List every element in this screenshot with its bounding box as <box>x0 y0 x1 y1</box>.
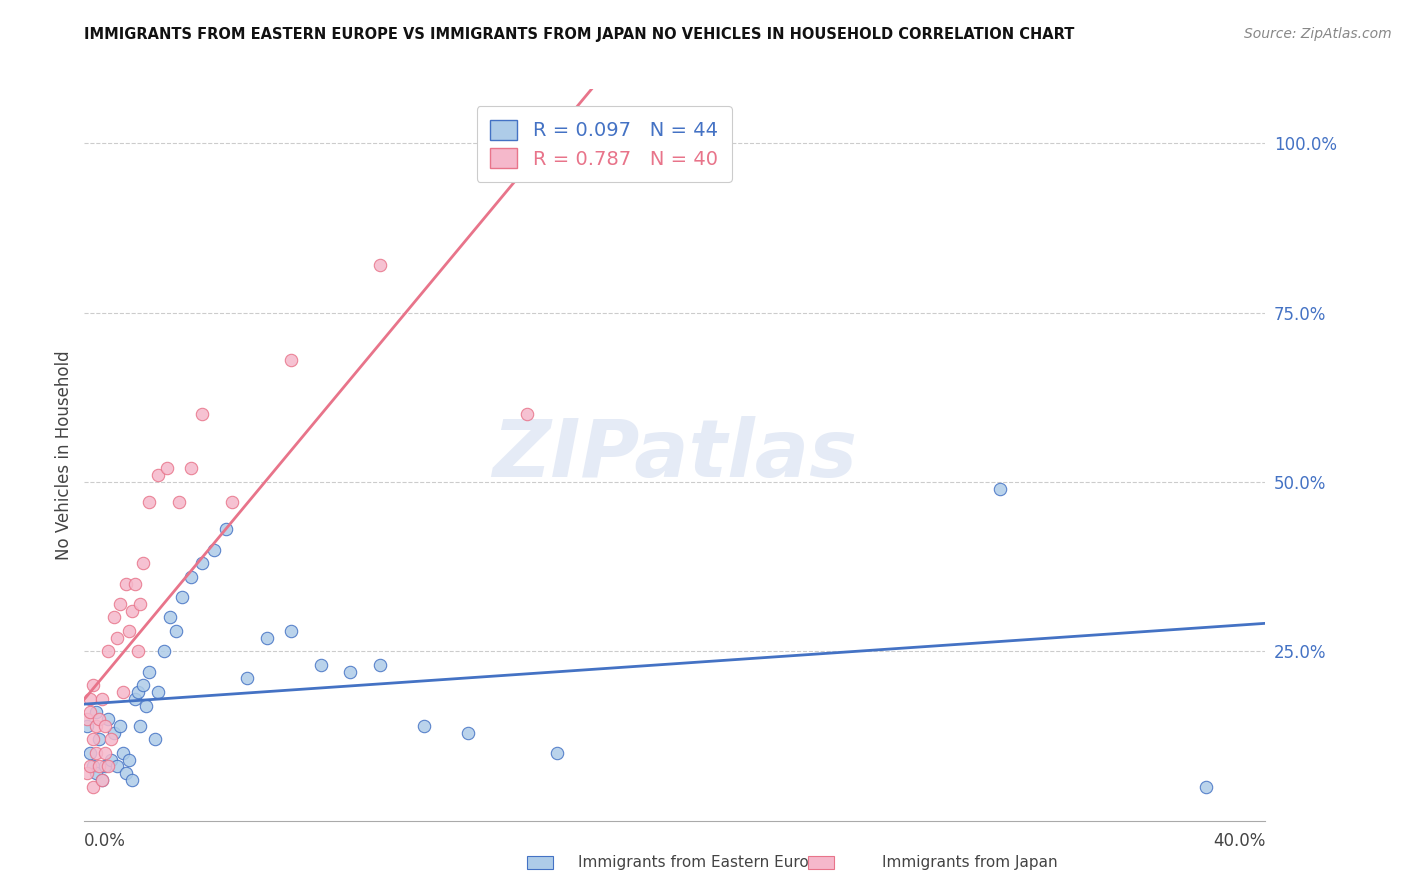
Point <box>108 719 131 733</box>
Point <box>180 570 202 584</box>
Point <box>127 685 149 699</box>
Text: Source: ZipAtlas.com: Source: ZipAtlas.com <box>1244 27 1392 41</box>
Text: ZIPatlas: ZIPatlas <box>492 416 858 494</box>
Point <box>84 766 107 780</box>
Point <box>165 624 187 638</box>
Point <box>124 691 146 706</box>
Point <box>91 691 114 706</box>
Text: 0.0%: 0.0% <box>84 831 127 849</box>
Point <box>280 353 302 368</box>
Point <box>143 732 166 747</box>
Point <box>108 597 131 611</box>
Point <box>129 597 152 611</box>
Point <box>148 685 170 699</box>
Point <box>76 719 98 733</box>
Point <box>191 556 214 570</box>
Point <box>84 746 107 760</box>
Point <box>413 719 436 733</box>
Point <box>114 766 136 780</box>
Point <box>105 759 128 773</box>
Point <box>159 610 181 624</box>
Point <box>138 665 160 679</box>
Legend: R = 0.097   N = 44, R = 0.787   N = 40: R = 0.097 N = 44, R = 0.787 N = 40 <box>477 106 731 182</box>
Point <box>280 624 302 638</box>
Point <box>309 657 332 672</box>
Point <box>100 732 122 747</box>
Point <box>84 719 107 733</box>
Point <box>153 644 176 658</box>
Point <box>82 678 104 692</box>
Point <box>76 712 98 726</box>
Point <box>132 678 155 692</box>
Point <box>138 495 160 509</box>
Point <box>100 753 122 767</box>
Point <box>79 691 101 706</box>
Point <box>91 772 114 787</box>
Point <box>79 759 101 773</box>
Point <box>82 759 104 773</box>
Point <box>118 753 141 767</box>
Point <box>368 258 391 272</box>
Point <box>1195 780 1218 794</box>
Point <box>121 772 143 787</box>
Point <box>87 759 111 773</box>
Point <box>221 495 243 509</box>
Point <box>132 556 155 570</box>
Point <box>82 732 104 747</box>
Y-axis label: No Vehicles in Household: No Vehicles in Household <box>55 350 73 560</box>
Point <box>135 698 157 713</box>
Point <box>124 576 146 591</box>
Point <box>76 766 98 780</box>
Point <box>84 706 107 720</box>
Point <box>94 759 117 773</box>
Point <box>103 610 125 624</box>
Point <box>129 719 152 733</box>
Point <box>87 732 111 747</box>
Point <box>94 746 117 760</box>
Point <box>105 631 128 645</box>
Point <box>516 407 538 421</box>
Point <box>170 590 193 604</box>
Point <box>215 523 238 537</box>
Point <box>118 624 141 638</box>
Point <box>79 706 101 720</box>
Point <box>148 468 170 483</box>
Text: Immigrants from Eastern Europe: Immigrants from Eastern Europe <box>578 855 828 870</box>
Point <box>79 746 101 760</box>
Point <box>457 725 479 739</box>
Point <box>97 712 120 726</box>
Point <box>91 772 114 787</box>
Point <box>97 644 120 658</box>
Point <box>82 780 104 794</box>
Point <box>202 542 225 557</box>
Point <box>127 644 149 658</box>
Point <box>180 461 202 475</box>
Text: 40.0%: 40.0% <box>1213 831 1265 849</box>
Point <box>988 482 1011 496</box>
Point <box>111 685 134 699</box>
Point <box>546 746 568 760</box>
Point <box>97 759 120 773</box>
Point <box>156 461 179 475</box>
Point <box>111 746 134 760</box>
Point <box>114 576 136 591</box>
Text: Immigrants from Japan: Immigrants from Japan <box>883 855 1057 870</box>
Point <box>87 712 111 726</box>
Point <box>121 604 143 618</box>
Point <box>339 665 361 679</box>
Text: IMMIGRANTS FROM EASTERN EUROPE VS IMMIGRANTS FROM JAPAN NO VEHICLES IN HOUSEHOLD: IMMIGRANTS FROM EASTERN EUROPE VS IMMIGR… <box>84 27 1074 42</box>
Point <box>368 657 391 672</box>
Point <box>256 631 278 645</box>
Point <box>103 725 125 739</box>
Point <box>167 495 190 509</box>
Point <box>94 719 117 733</box>
Point <box>235 672 259 686</box>
Point <box>191 407 214 421</box>
